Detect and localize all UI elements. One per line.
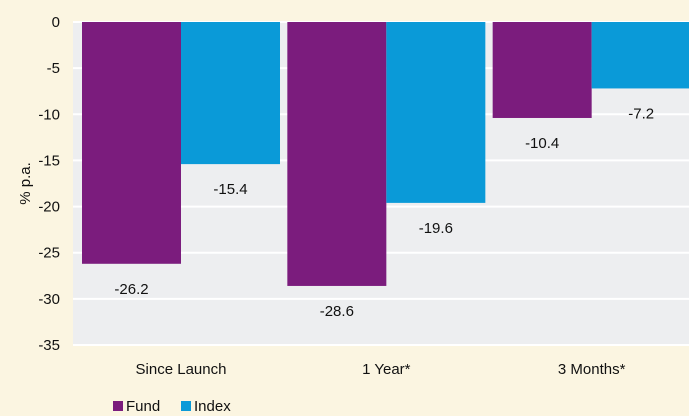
bars [82,22,689,286]
x-tick-label: Since Launch [136,361,227,378]
data-label: -19.6 [419,220,453,237]
legend-label-fund: Fund [126,398,160,415]
y-tick-label: -15 [38,152,60,169]
data-label: -10.4 [525,135,559,152]
data-label: -28.6 [320,303,354,320]
legend: Fund Index [113,398,231,415]
y-tick-label: -20 [38,199,60,216]
legend-swatch-fund [113,401,123,411]
data-labels: -26.2 -15.4 -28.6 -19.6 -10.4 -7.2 [114,105,654,319]
y-axis-label: % p.a. [17,162,34,205]
bar-index-1 [386,22,486,203]
x-tick-label: 1 Year* [362,361,411,378]
bar-index-2 [591,22,689,89]
legend-label-index: Index [194,398,231,415]
y-tick-label: -10 [38,106,60,123]
y-tick-label: -35 [38,337,60,354]
data-label: -26.2 [114,281,148,298]
y-tick-label: -25 [38,245,60,262]
y-axis-ticks: 0 -5 -10 -15 -20 -25 -30 -35 [38,14,60,354]
legend-swatch-index [181,401,191,411]
bar-fund-0 [82,22,181,264]
data-label: -15.4 [213,181,247,198]
y-tick-label: -30 [38,291,60,308]
data-label: -7.2 [628,105,654,122]
y-tick-label: -5 [47,60,60,77]
bar-fund-2 [492,22,592,118]
x-axis-ticks: Since Launch 1 Year* 3 Months* [136,361,626,378]
x-tick-label: 3 Months* [558,361,626,378]
bar-fund-1 [287,22,387,286]
y-tick-label: 0 [52,14,60,31]
bar-index-0 [181,22,280,165]
